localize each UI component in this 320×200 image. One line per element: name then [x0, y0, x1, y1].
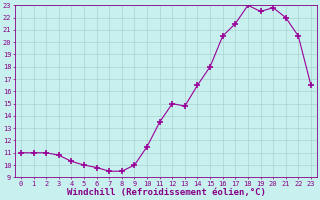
X-axis label: Windchill (Refroidissement éolien,°C): Windchill (Refroidissement éolien,°C): [67, 188, 265, 197]
